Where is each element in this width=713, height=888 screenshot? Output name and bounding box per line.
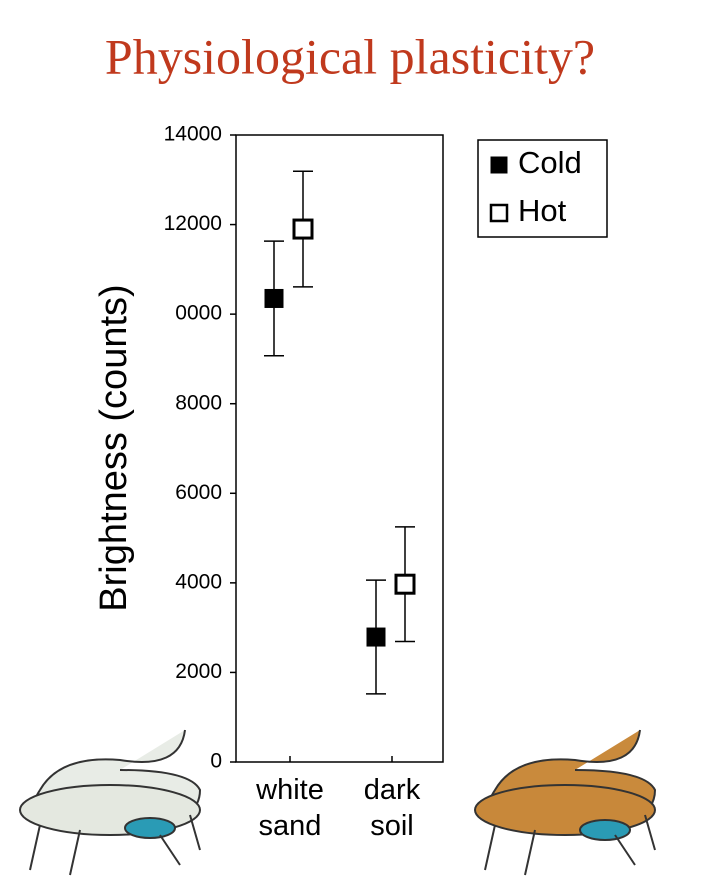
lizard-left (19, 729, 202, 876)
point (394, 573, 416, 595)
legend-swatch (490, 156, 508, 174)
legend-label: Hot (518, 193, 567, 228)
chart-title: Physiological plasticity? (105, 28, 595, 84)
legend-swatch (489, 203, 509, 223)
y-tick-label: 0 (210, 750, 222, 773)
point (292, 218, 314, 240)
point (264, 288, 284, 308)
y-tick-label: 6000 (175, 481, 222, 504)
lizard-right (474, 729, 657, 876)
y-tick-label: 2000 (175, 660, 222, 683)
y-tick-label: 0000 (175, 302, 222, 325)
y-tick-label: 14000 (164, 123, 222, 146)
y-tick-label: 12000 (164, 212, 222, 235)
y-tick-label: 4000 (175, 570, 222, 593)
plot-frame (235, 134, 444, 763)
y-axis-label: Brightness (counts) (93, 284, 135, 611)
y-tick-label: 8000 (175, 391, 222, 414)
x-tick-label: dark soil (363, 774, 421, 842)
legend-label: Cold (518, 145, 582, 180)
x-tick-label: white sand (256, 774, 324, 842)
point (366, 627, 386, 647)
